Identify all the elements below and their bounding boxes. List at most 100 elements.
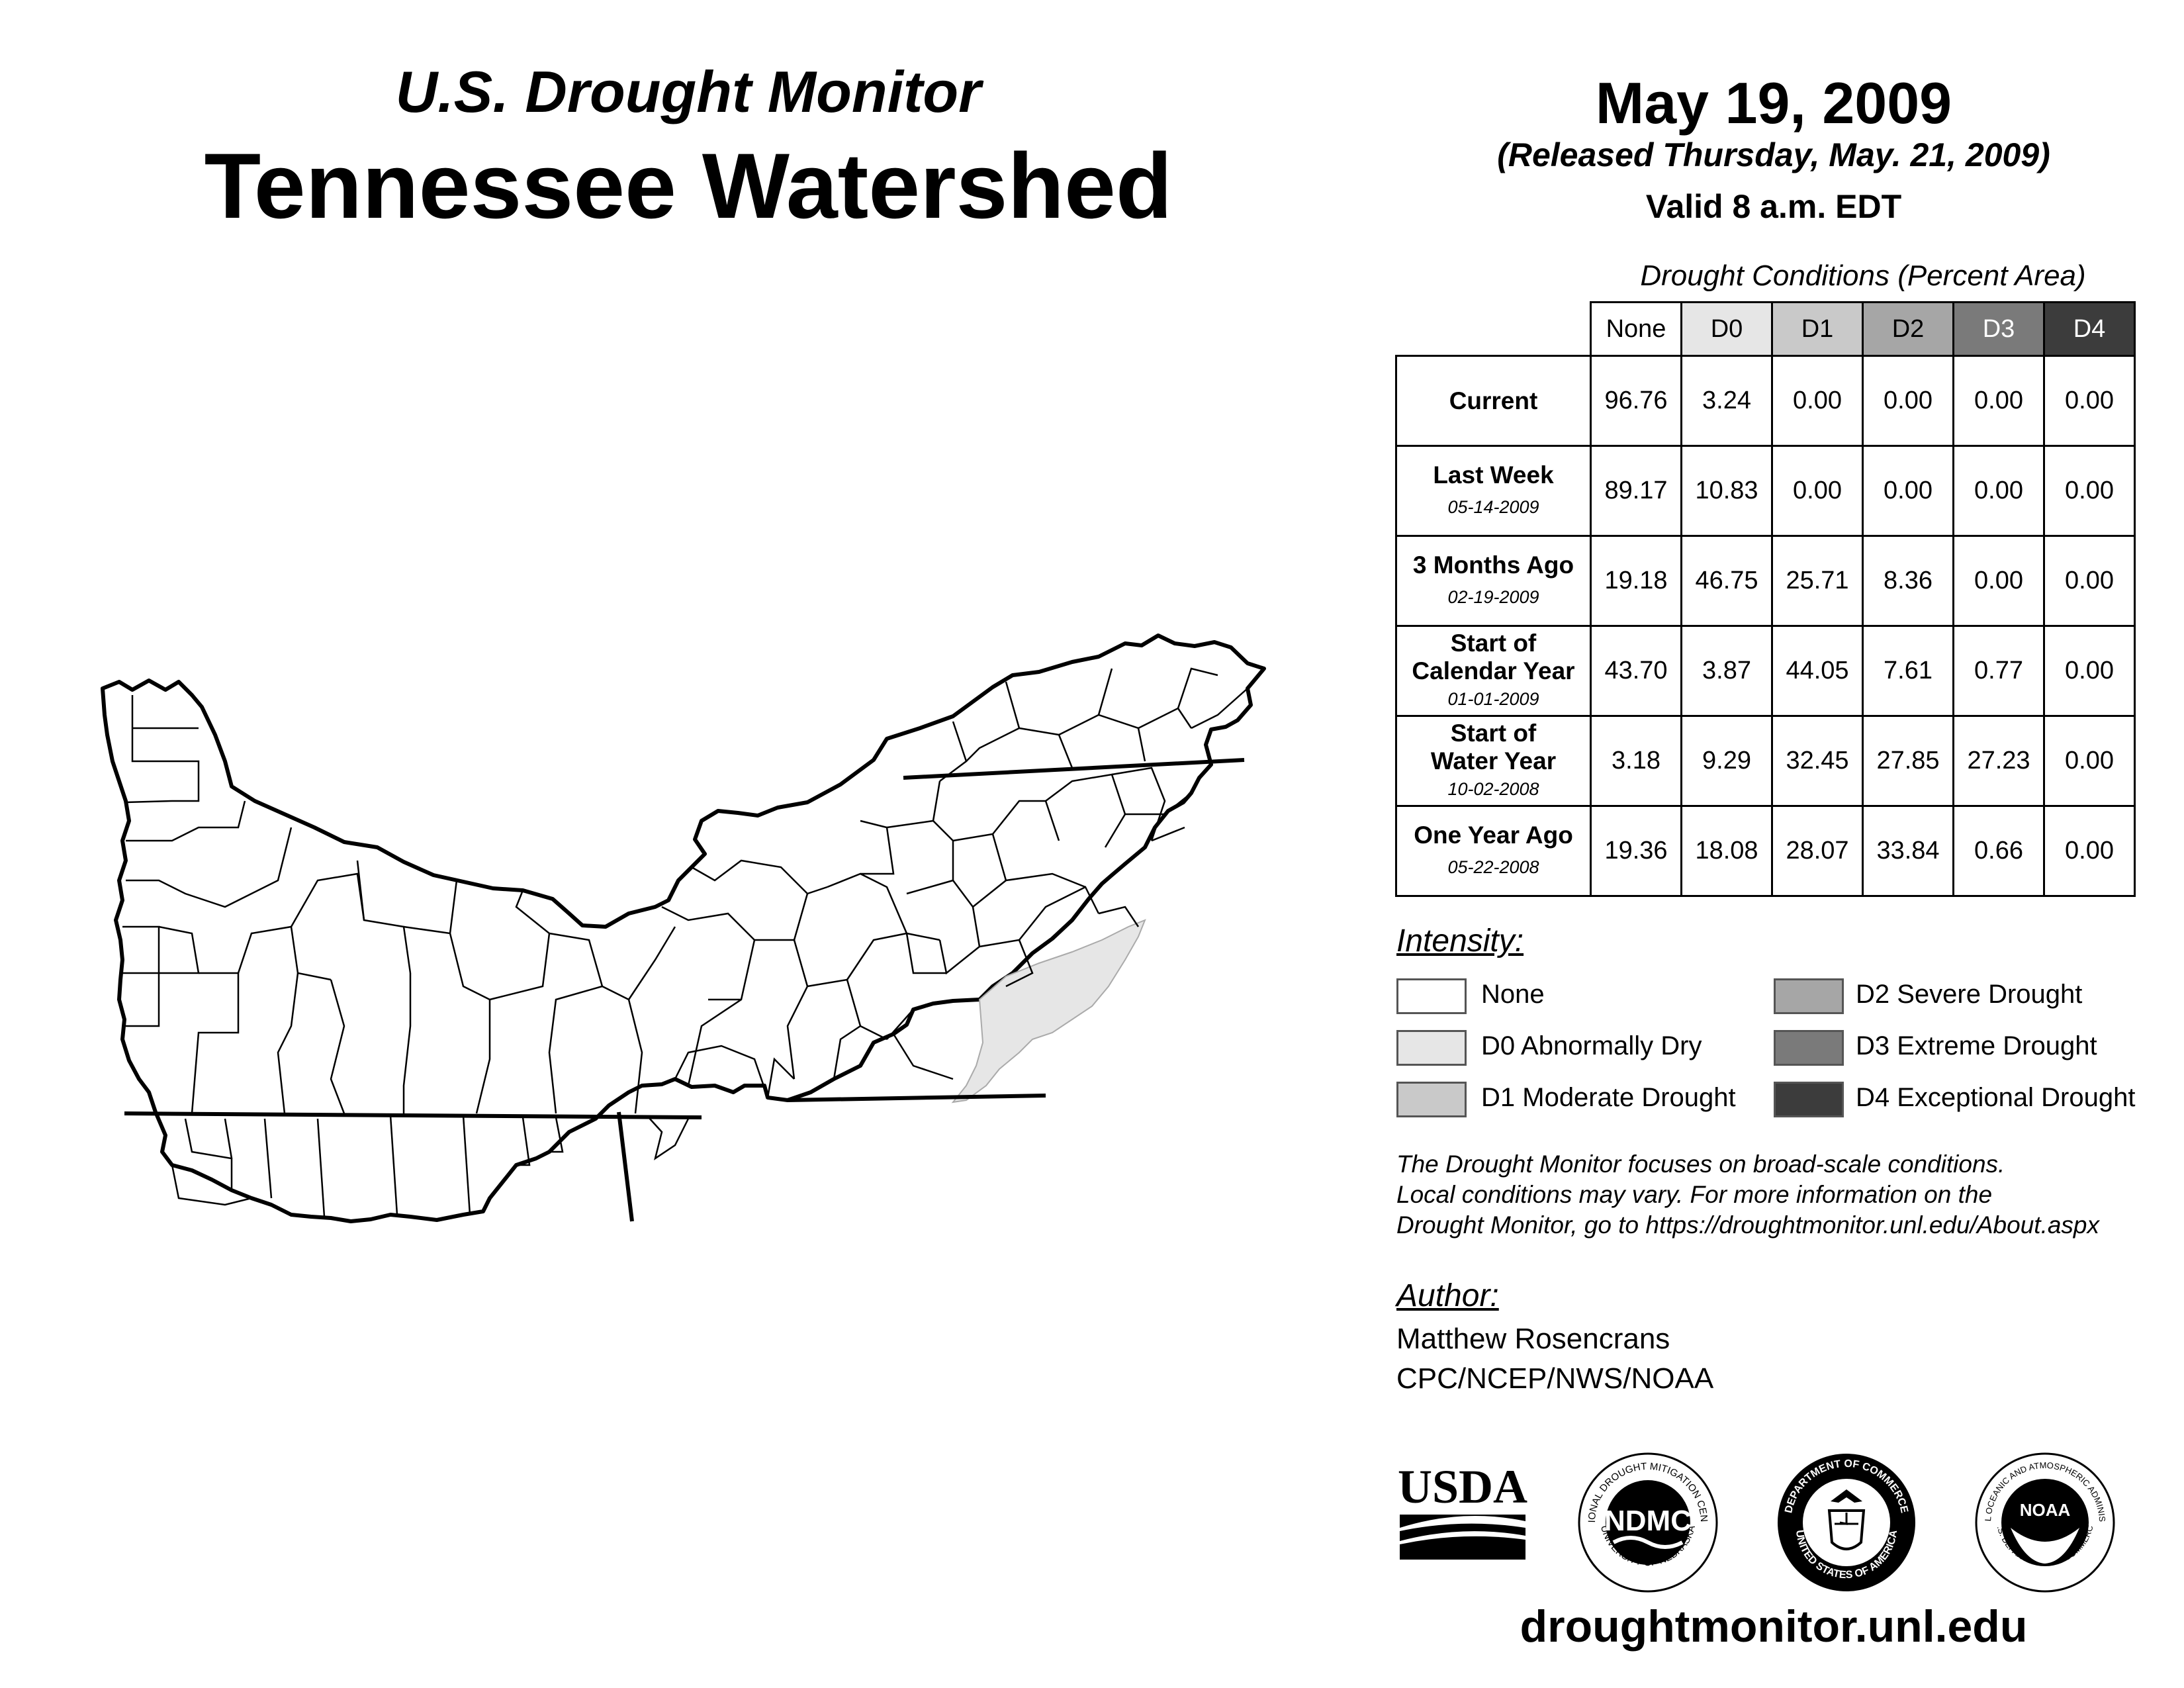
table-cell: 0.00 <box>2043 355 2136 447</box>
table-row: One Year Ago 05-22-2008 19.36 18.08 28.07… <box>1395 805 2136 897</box>
legend-swatch <box>1774 978 1844 1014</box>
legend-label: D1 Moderate Drought <box>1481 1083 1736 1112</box>
table-row: Start of Calendar Year 01-01-2009 43.70 3.… <box>1395 625 2136 717</box>
noaa-logo: NATIONAL OCEANIC AND ATMOSPHERIC ADMINIS… <box>1969 1442 2118 1595</box>
row-label-text: Current <box>1449 387 1538 414</box>
table-cell: 25.71 <box>1771 535 1864 627</box>
row-date: 01-01-2009 <box>1447 688 1539 709</box>
row-label-text-2: Calendar Year <box>1412 657 1575 684</box>
table-cell: 7.61 <box>1862 625 1954 717</box>
table-cell: 0.77 <box>1952 625 2045 717</box>
table-cell: 28.07 <box>1771 805 1864 897</box>
website-url: droughtmonitor.unl.edu <box>1520 1601 2028 1652</box>
table-cell: 3.18 <box>1590 715 1682 807</box>
column-header-d3: D3 <box>1952 301 2045 357</box>
table-cell: 18.08 <box>1680 805 1773 897</box>
table-cell: 19.36 <box>1590 805 1682 897</box>
row-label-text: Start of <box>1450 719 1537 747</box>
row-label-text-2: Water Year <box>1430 747 1557 774</box>
drought-conditions-table: None D0 D1 D2 D3 D4 Current 96.76 3.24 0… <box>1395 301 2136 897</box>
table-cell: 0.66 <box>1952 805 2045 897</box>
row-label: Last Week 05-14-2009 <box>1395 445 1592 537</box>
usda-logo: USDA <box>1396 1460 1529 1561</box>
note-line: Drought Monitor, go to https://droughtmo… <box>1396 1211 2099 1239</box>
watershed-map <box>101 633 1266 1223</box>
map-title: Tennessee Watershed <box>204 134 1173 238</box>
table-cell: 19.18 <box>1590 535 1682 627</box>
table-caption: Drought Conditions (Percent Area) <box>1640 259 2086 292</box>
legend-swatch <box>1396 978 1467 1014</box>
bird-icon <box>2011 1528 2079 1564</box>
state-line-tn-south-west <box>124 1111 702 1119</box>
disclaimer-note: The Drought Monitor focuses on broad-sca… <box>1396 1149 2177 1241</box>
row-label-text: Start of <box>1450 629 1537 657</box>
eagle-icon <box>1831 1489 1862 1503</box>
table-cell: 0.00 <box>2043 535 2136 627</box>
table-cell: 0.00 <box>2043 715 2136 807</box>
row-label-text: One Year Ago <box>1414 821 1573 849</box>
shield-icon <box>1827 1509 1866 1550</box>
row-date: 02-19-2009 <box>1447 586 1539 607</box>
legend-swatch <box>1774 1082 1844 1117</box>
author-title: Author: <box>1396 1278 1499 1313</box>
state-line-tn-south-east <box>787 1094 1046 1102</box>
table-row: 3 Months Ago 02-19-2009 19.18 46.75 25.71… <box>1395 535 2136 627</box>
ndmc-logo-text: NDMC <box>1604 1505 1692 1537</box>
table-corner <box>1396 303 1591 356</box>
legend-title: Intensity: <box>1396 923 1524 959</box>
table-cell: 9.29 <box>1680 715 1773 807</box>
table-cell: 43.70 <box>1590 625 1682 717</box>
row-label: Start of Calendar Year 01-01-2009 <box>1395 625 1592 717</box>
table-cell: 96.76 <box>1590 355 1682 447</box>
table-cell: 33.84 <box>1862 805 1954 897</box>
legend-label: D3 Extreme Drought <box>1856 1031 2097 1060</box>
commerce-seal: DEPARTMENT OF COMMERCE UNITED STATES OF … <box>1774 1450 1919 1595</box>
row-label: One Year Ago 05-22-2008 <box>1395 805 1592 897</box>
table-cell: 0.00 <box>1771 445 1864 537</box>
column-header-none: None <box>1590 301 1682 357</box>
table-row: Start of Water Year 10-02-2008 3.18 9.29 3… <box>1395 715 2136 807</box>
map-date: May 19, 2009 <box>1595 70 1952 136</box>
row-date: 10-02-2008 <box>1447 778 1539 799</box>
table-header-row: None D0 D1 D2 D3 D4 <box>1396 301 2136 357</box>
author-org: CPC/NCEP/NWS/NOAA <box>1396 1362 1714 1395</box>
table-cell: 0.00 <box>2043 805 2136 897</box>
table-cell: 3.87 <box>1680 625 1773 717</box>
row-label-text: Last Week <box>1433 461 1554 489</box>
table-cell: 44.05 <box>1771 625 1864 717</box>
column-header-d2: D2 <box>1862 301 1954 357</box>
table-cell: 0.00 <box>1862 355 1954 447</box>
legend-label: None <box>1481 980 1545 1009</box>
row-label: Start of Water Year 10-02-2008 <box>1395 715 1592 807</box>
row-date: 05-14-2009 <box>1447 496 1539 517</box>
table-row: Last Week 05-14-2009 89.17 10.83 0.00 0.0… <box>1395 445 2136 537</box>
table-cell: 0.00 <box>2043 445 2136 537</box>
watershed-outline <box>101 633 1266 1223</box>
row-label: Current <box>1395 355 1592 447</box>
column-header-d1: D1 <box>1771 301 1864 357</box>
row-label-text: 3 Months Ago <box>1412 551 1574 579</box>
column-header-d0: D0 <box>1680 301 1773 357</box>
table-cell: 46.75 <box>1680 535 1773 627</box>
legend-swatch <box>1774 1030 1844 1066</box>
table-cell: 27.85 <box>1862 715 1954 807</box>
legend-label: D4 Exceptional Drought <box>1856 1083 2136 1112</box>
usda-logo-text: USDA <box>1398 1462 1527 1513</box>
legend-swatch <box>1396 1030 1467 1066</box>
table-cell: 10.83 <box>1680 445 1773 537</box>
author-name: Matthew Rosencrans <box>1396 1323 1670 1355</box>
note-line: The Drought Monitor focuses on broad-sca… <box>1396 1150 2005 1178</box>
row-label: 3 Months Ago 02-19-2009 <box>1395 535 1592 627</box>
row-date: 05-22-2008 <box>1447 857 1539 877</box>
table-cell: 0.00 <box>1952 445 2045 537</box>
table-cell: 0.00 <box>2043 625 2136 717</box>
table-cell: 0.00 <box>1862 445 1954 537</box>
table-cell: 3.24 <box>1680 355 1773 447</box>
state-line-ms-al <box>617 1111 634 1222</box>
table-cell: 8.36 <box>1862 535 1954 627</box>
table-cell: 0.00 <box>1952 355 2045 447</box>
ndmc-logo: NATIONAL DROUGHT MITIGATION CENTER UNIVE… <box>1572 1441 1721 1595</box>
table-cell: 89.17 <box>1590 445 1682 537</box>
note-line: Local conditions may vary. For more info… <box>1396 1181 1993 1208</box>
column-header-d4: D4 <box>2043 301 2136 357</box>
